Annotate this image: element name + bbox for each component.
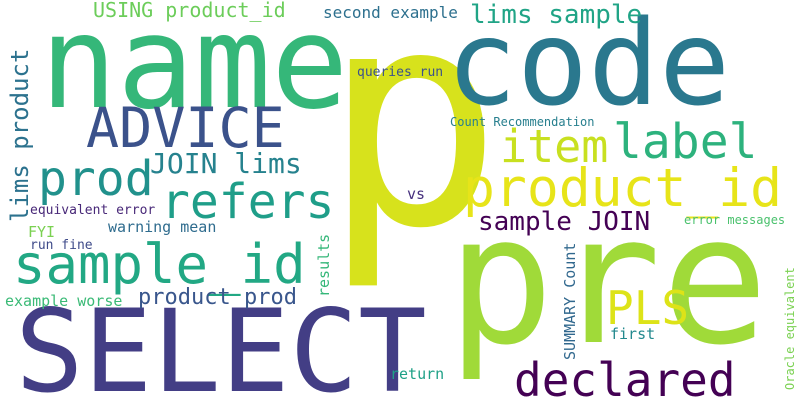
word-error-messages: error messages	[684, 213, 786, 227]
word-product-prod: product prod	[138, 285, 297, 310]
word-name: name	[40, 0, 349, 138]
word-pls: PLS	[606, 281, 690, 335]
word-first: first	[610, 325, 656, 343]
word-queries-run: queries run	[357, 65, 444, 80]
word-count-recommendation: Count Recommendation	[450, 115, 595, 129]
word-p: p	[322, 0, 503, 294]
word-run-fine: run fine	[30, 238, 93, 253]
word-item: item	[500, 120, 609, 173]
word-oracle-equivalent: Oracle equivalent	[783, 267, 797, 390]
word-lims-product: lims product	[6, 48, 34, 222]
word-sample-join: sample JOIN	[478, 207, 651, 237]
word-code: code	[446, 0, 731, 132]
word-example-worse: example worse	[5, 292, 123, 310]
word-prod: prod	[38, 151, 154, 207]
word-second-example: second example	[323, 3, 458, 22]
word-return: return	[390, 365, 445, 383]
word-using-product-id: USING product_id	[93, 0, 286, 22]
word-sample-id: sample_id	[13, 233, 306, 296]
word-results: results	[315, 233, 333, 297]
word-join-lims: JOIN lims	[150, 147, 302, 180]
word-refers: refers	[161, 174, 335, 230]
word-pre: pre	[447, 177, 769, 384]
word-label: label	[613, 114, 758, 170]
word-summary-count: SUMMARY Count	[561, 242, 579, 360]
word-vs: vs	[407, 185, 426, 203]
word-fyi: FYI	[28, 223, 56, 241]
word-equivalent-error: equivalent error	[30, 203, 156, 218]
word-select: SELECT	[15, 285, 427, 400]
word-lims-sample: lims sample	[470, 0, 643, 30]
word-warning-mean: warning mean	[108, 218, 217, 236]
word-advice: ADVICE	[86, 96, 285, 160]
word-declared: declared	[514, 353, 736, 400]
word-product-id: product_id	[463, 158, 783, 219]
